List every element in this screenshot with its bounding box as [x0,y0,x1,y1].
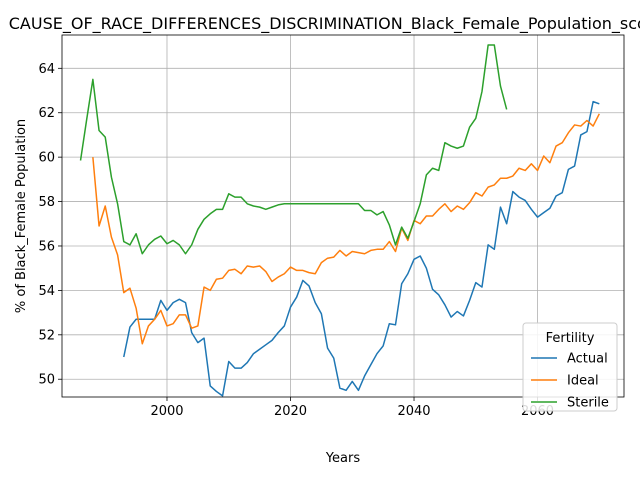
x-axis-label: Years [325,451,361,466]
legend-label-actual: Actual [567,352,608,367]
y-tick-label: 54 [38,284,55,299]
series-layer [79,44,600,397]
y-tick-label: 56 [38,239,55,254]
series-line-actual [123,100,600,397]
legend: Fertility Actual Ideal Sterile [522,322,618,412]
y-axis-label: % of Black_Female Population [14,119,29,313]
x-tick-label: 2020 [274,404,307,419]
y-tick-label: 52 [38,328,55,343]
x-tick-label: 2040 [397,404,430,419]
legend-label-sterile: Sterile [567,396,609,411]
series-line-sterile [79,44,508,255]
y-tick-label: 58 [38,195,55,210]
legend-box [522,322,618,412]
legend-label-ideal: Ideal [567,374,599,389]
series-line-ideal [92,113,600,345]
grid [62,35,624,397]
y-tick-label: 62 [38,106,55,121]
plot-frame [61,34,625,398]
legend-entries: Actual Ideal Sterile [531,352,609,411]
y-tick-label: 60 [38,151,55,166]
y-tick-label: 64 [38,62,55,77]
chart-title: CAUSE_OF_RACE_DIFFERENCES_DISCRIMINATION… [9,14,640,34]
legend-title: Fertility [546,331,595,346]
y-tick-label: 50 [38,373,55,388]
y-axis: 50 52 54 56 58 60 62 64 [38,62,62,388]
x-tick-label: 2000 [150,404,183,419]
